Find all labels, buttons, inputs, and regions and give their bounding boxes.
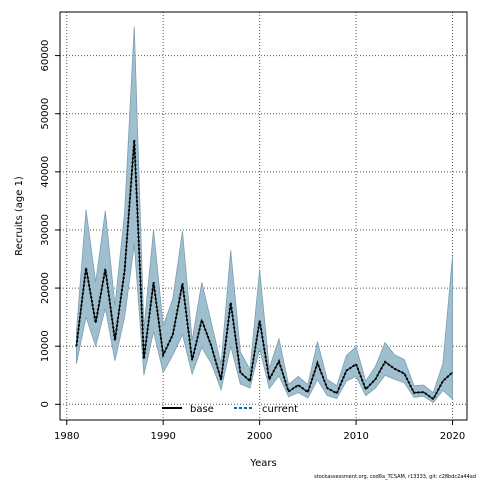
plot-frame	[59, 11, 468, 421]
x-tick-label-1980: 1980	[54, 431, 79, 442]
y-tick-label-60000: 60000	[40, 40, 51, 72]
x-tick-label-2010: 2010	[343, 431, 368, 442]
series-current-line	[75, 139, 454, 401]
y-tick-label-0: 0	[40, 401, 51, 407]
x-axis-title: Years	[249, 458, 276, 469]
x-tick-label-2000: 2000	[247, 431, 272, 442]
y-tick-label-20000: 20000	[40, 272, 51, 304]
legend-label-current: current	[262, 404, 298, 415]
x-tick-label-1990: 1990	[150, 431, 175, 442]
x-tick-label-2020: 2020	[440, 431, 465, 442]
y-tick-label-40000: 40000	[40, 156, 51, 188]
y-tick-label-30000: 30000	[40, 214, 51, 246]
confidence-band	[75, 26, 453, 404]
axis-ticks: 1980 1990 2000 2010 2020 0 10000 20000 30000 4000…	[40, 40, 465, 442]
y-tick-label-50000: 50000	[40, 98, 51, 130]
y-axis-title: Recruits (age 1)	[14, 176, 25, 256]
y-tick-label-10000: 10000	[40, 330, 51, 362]
legend: base current	[162, 404, 298, 415]
legend-label-base: base	[190, 404, 214, 415]
footnote: stockassessment.org, cod6a_TCSAM, r13333…	[314, 474, 476, 480]
